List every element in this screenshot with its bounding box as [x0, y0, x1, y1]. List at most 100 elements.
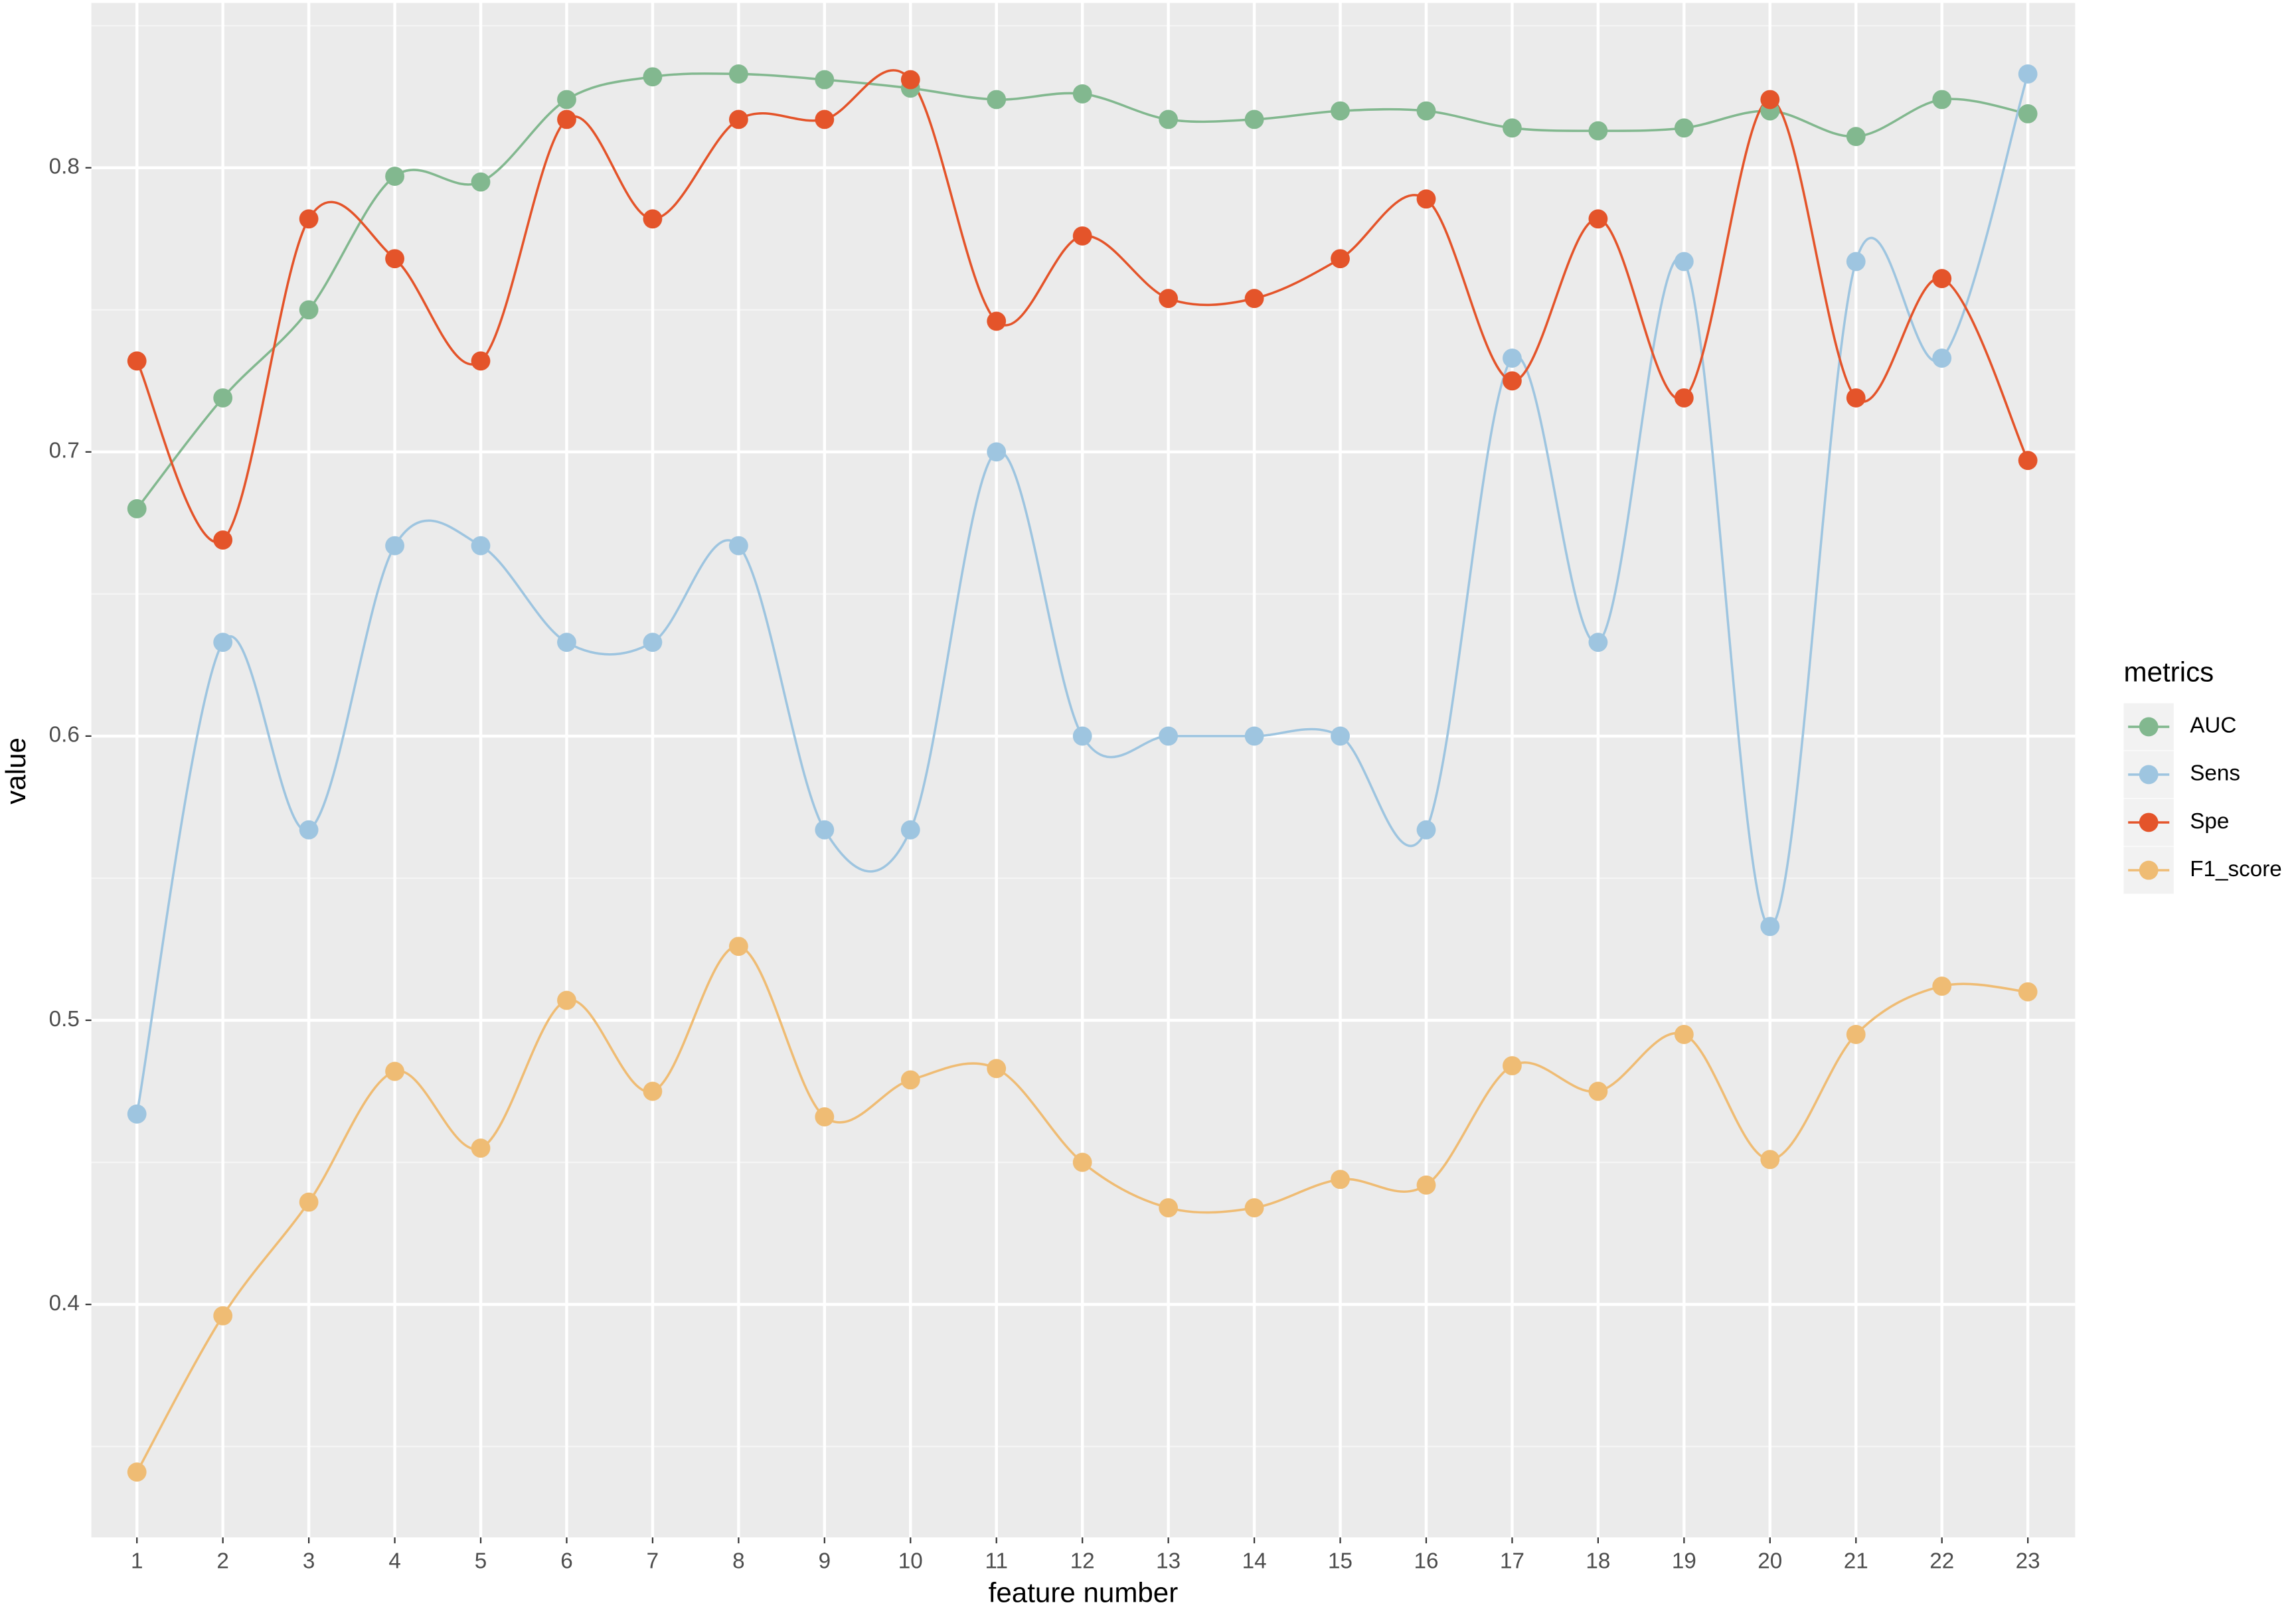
data-point [213, 1306, 233, 1326]
x-tick-label: 7 [647, 1549, 659, 1574]
y-axis-title: value [0, 737, 31, 805]
legend-label: F1_score [2190, 857, 2282, 882]
data-point [471, 1138, 491, 1158]
data-point [1072, 84, 1092, 104]
data-point [471, 351, 491, 371]
x-tick-label: 14 [1242, 1549, 1267, 1574]
data-point [728, 64, 748, 84]
legend-point [2139, 860, 2159, 880]
data-point [471, 536, 491, 556]
data-point [1331, 101, 1350, 121]
y-tick-label: 0.7 [49, 439, 80, 463]
data-point [557, 90, 576, 110]
x-tick-label: 4 [388, 1549, 400, 1574]
data-point [385, 1061, 404, 1081]
y-tick-label: 0.6 [49, 723, 80, 747]
data-point [1331, 249, 1350, 269]
x-tick-label: 9 [819, 1549, 831, 1574]
data-point [987, 311, 1007, 331]
data-point [1503, 118, 1522, 138]
data-point [213, 633, 233, 652]
data-point [299, 209, 319, 229]
x-tick-label: 8 [732, 1549, 744, 1574]
data-point [385, 249, 404, 269]
y-tick-label: 0.4 [49, 1291, 80, 1316]
x-tick-label: 18 [1586, 1549, 1610, 1574]
data-point [299, 300, 319, 320]
data-point [1932, 90, 1952, 110]
x-tick-label: 22 [1929, 1549, 1954, 1574]
data-point [1760, 917, 1780, 937]
data-point [2018, 982, 2038, 1002]
x-tick-label: 21 [1844, 1549, 1868, 1574]
x-tick-label: 15 [1328, 1549, 1353, 1574]
data-point [1503, 1056, 1522, 1075]
data-point [385, 536, 404, 556]
data-point [987, 442, 1007, 462]
data-point [1072, 1152, 1092, 1172]
data-point [557, 990, 576, 1010]
data-point [1588, 1081, 1608, 1101]
data-point [1331, 1170, 1350, 1189]
data-point [643, 1081, 663, 1101]
data-point [1159, 110, 1179, 129]
x-tick-label: 17 [1500, 1549, 1524, 1574]
data-point [1503, 371, 1522, 391]
data-point [1416, 1175, 1436, 1195]
data-point [127, 1462, 147, 1482]
data-point [1674, 1025, 1694, 1044]
data-point [2018, 104, 2038, 123]
data-point [213, 530, 233, 550]
data-point [900, 820, 920, 840]
data-point [471, 172, 491, 192]
data-point [815, 1107, 835, 1126]
x-tick-label: 12 [1070, 1549, 1095, 1574]
legend-point [2139, 812, 2159, 832]
data-point [1932, 269, 1952, 289]
data-point [987, 1059, 1007, 1079]
data-point [2018, 451, 2038, 471]
x-tick-label: 20 [1758, 1549, 1782, 1574]
legend-point [2139, 765, 2159, 785]
data-point [815, 110, 835, 129]
data-point [1416, 820, 1436, 840]
data-point [557, 633, 576, 652]
data-point [127, 499, 147, 518]
data-point [1674, 118, 1694, 138]
data-point [1503, 348, 1522, 368]
data-point [1244, 110, 1264, 129]
data-point [1674, 388, 1694, 408]
data-point [815, 70, 835, 90]
data-point [127, 351, 147, 371]
data-point [1072, 726, 1092, 746]
legend-title: metrics [2123, 656, 2214, 687]
series-line [135, 72, 2028, 510]
data-point [385, 167, 404, 186]
data-point [557, 110, 576, 129]
data-point [1416, 101, 1436, 121]
data-point [299, 820, 319, 840]
series-line [135, 945, 2028, 1473]
data-point [127, 1104, 147, 1124]
y-tick-label: 0.5 [49, 1007, 80, 1032]
data-point [2018, 64, 2038, 84]
data-point [1159, 1198, 1179, 1217]
x-tick-label: 19 [1672, 1549, 1696, 1574]
data-point [299, 1192, 319, 1212]
data-point [1846, 127, 1866, 147]
data-point [643, 633, 663, 652]
data-point [1588, 121, 1608, 141]
x-tick-label: 10 [898, 1549, 923, 1574]
x-tick-label: 1 [131, 1549, 143, 1574]
data-point [1846, 1025, 1866, 1044]
x-tick-label: 5 [475, 1549, 487, 1574]
x-tick-label: 23 [2016, 1549, 2040, 1574]
x-tick-label: 13 [1156, 1549, 1181, 1574]
data-point [1244, 726, 1264, 746]
data-point [1416, 189, 1436, 209]
x-tick-label: 2 [216, 1549, 228, 1574]
data-point [643, 209, 663, 229]
data-point [900, 1070, 920, 1090]
data-point [1674, 252, 1694, 271]
